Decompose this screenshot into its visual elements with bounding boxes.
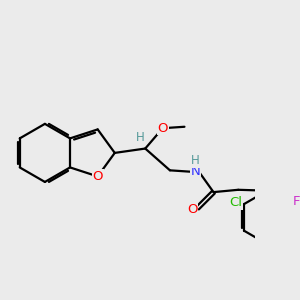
Text: N: N: [190, 165, 200, 178]
Text: O: O: [158, 122, 168, 135]
Text: O: O: [187, 203, 198, 216]
Text: H: H: [191, 154, 200, 167]
Text: O: O: [92, 170, 103, 183]
Text: Cl: Cl: [229, 196, 242, 209]
Text: H: H: [136, 131, 144, 144]
Text: F: F: [293, 195, 300, 208]
